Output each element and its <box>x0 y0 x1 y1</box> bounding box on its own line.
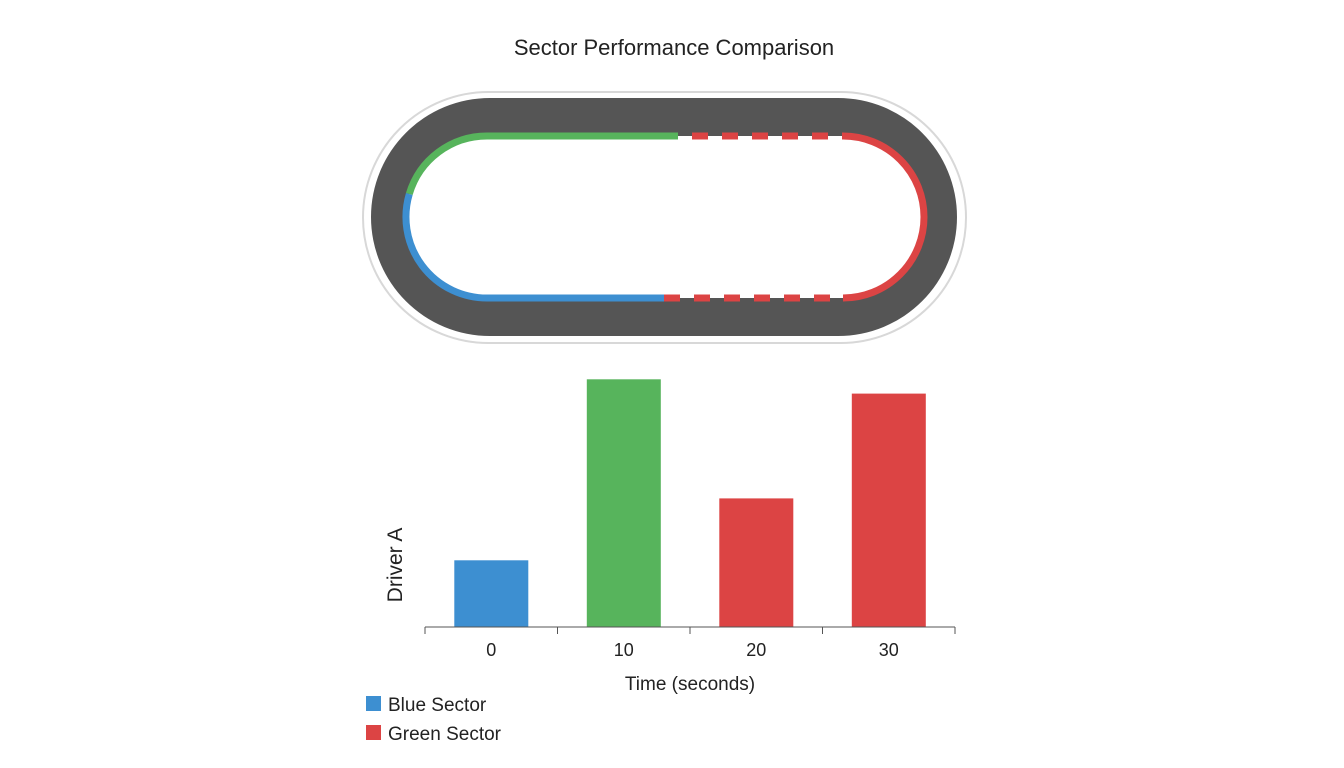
bar-0 <box>454 560 529 627</box>
track-surface <box>371 98 957 336</box>
bar-20 <box>719 498 794 627</box>
y-axis-label: Driver A <box>384 528 407 603</box>
legend-label-green-sector: Green Sector <box>388 724 502 745</box>
x-axis-ticks <box>424 627 956 634</box>
track-blue-sector <box>402 193 664 302</box>
track-outline <box>362 91 967 344</box>
x-tick-label-20: 20 <box>746 640 766 660</box>
bar-chart: 0 10 20 30 Time (seconds) Driver A <box>384 379 956 695</box>
x-axis-tick-labels: 0 10 20 30 <box>486 640 899 660</box>
legend-swatch-blue <box>366 696 381 711</box>
legend-label-blue-sector: Blue Sector <box>388 695 487 716</box>
x-tick-label-10: 10 <box>614 640 634 660</box>
chart-legend: Blue Sector Green Sector <box>366 695 502 745</box>
track-red-sector-curve <box>842 132 928 302</box>
track-green-sector <box>405 132 678 196</box>
bar-series <box>454 379 926 627</box>
legend-swatch-red <box>366 725 381 740</box>
chart-title: Sector Performance Comparison <box>514 35 834 60</box>
x-axis-label: Time (seconds) <box>625 674 755 695</box>
x-tick-label-30: 30 <box>879 640 899 660</box>
x-tick-label-0: 0 <box>486 640 496 660</box>
race-track <box>362 91 967 344</box>
bar-30 <box>851 393 926 627</box>
bar-10 <box>586 379 661 627</box>
